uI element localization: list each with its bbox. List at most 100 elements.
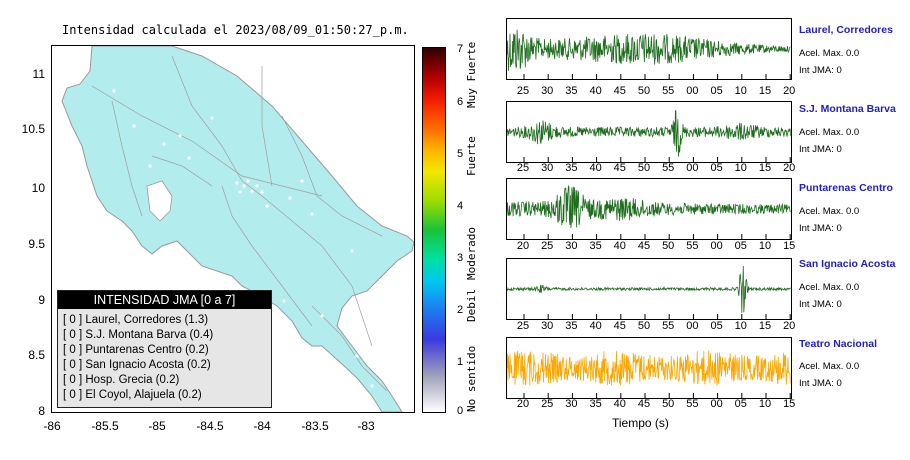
station-name: S.J. Montana Barva (799, 103, 896, 115)
town-marker (320, 314, 324, 318)
time-tick-label: 55 (662, 320, 675, 332)
colorbar-value: 5 (456, 148, 464, 160)
seismogram-panel[interactable] (506, 178, 792, 240)
station-name: San Ignacio Acosta (799, 258, 896, 270)
town-marker (260, 190, 264, 194)
time-tick-label: 05 (710, 320, 723, 332)
station-jma-intensity: Int JMA: 0 (799, 65, 842, 76)
time-tick-label: 35 (565, 162, 578, 174)
station-name: Puntarenas Centro (799, 182, 893, 194)
town-marker (112, 89, 116, 93)
time-tick-label: 40 (589, 162, 602, 174)
town-marker (162, 142, 166, 146)
town-marker (310, 212, 314, 216)
road-line (221, 185, 313, 327)
station-jma-intensity: Int JMA: 0 (799, 378, 842, 389)
map-ytick: 9.5 (28, 237, 45, 251)
station-max-accel: Acel. Max. 0.0 (799, 361, 860, 372)
town-marker (178, 134, 182, 138)
town-marker (238, 190, 242, 194)
town-marker (370, 384, 374, 388)
town-marker (288, 196, 292, 200)
map-ytick: 8 (38, 404, 45, 418)
seismogram-panel[interactable] (506, 258, 792, 320)
map-xtick: -84.5 (196, 419, 224, 433)
time-tick-label: 45 (613, 162, 626, 174)
station-max-accel: Acel. Max. 0.0 (799, 127, 860, 138)
map-ytick: 10 (31, 181, 45, 195)
time-tick-label: 55 (662, 162, 675, 174)
time-tick-label: 30 (565, 240, 578, 252)
time-tick-label: 30 (565, 398, 578, 410)
time-tick-label: 00 (710, 240, 723, 252)
map-xtick: -85 (148, 419, 166, 433)
town-marker (282, 299, 286, 303)
station-jma-intensity: Int JMA: 0 (799, 299, 842, 310)
station-max-accel: Acel. Max. 0.0 (799, 282, 860, 293)
time-tick-label: 45 (637, 398, 651, 410)
waveform-line (507, 29, 791, 71)
time-tick-label: 20 (783, 320, 796, 332)
time-tick-label: 00 (710, 398, 723, 410)
town-markers (112, 89, 374, 388)
time-tick-label: 20 (783, 85, 796, 97)
town-marker (265, 204, 269, 208)
time-tick-label: 35 (589, 240, 602, 252)
colorbar-label-moderado: Moderado (465, 227, 478, 280)
map-xtick: -85.5 (91, 419, 119, 433)
time-tick-label: 40 (613, 240, 626, 252)
time-tick-label: 20 (516, 398, 530, 410)
time-tick-label: 15 (758, 320, 772, 332)
time-tick-label: 20 (783, 162, 796, 174)
costa-rica-map-svg (61, 46, 414, 412)
time-tick-label: 55 (686, 240, 699, 252)
map-ytick: 10.5 (21, 122, 45, 136)
road-line (91, 85, 323, 197)
map-xtick: -86 (43, 419, 61, 433)
map-xtick: -83 (357, 419, 375, 433)
time-tick-label: 35 (589, 398, 602, 410)
nicoya-gulf-water (146, 180, 173, 222)
seismogram-panel[interactable] (506, 18, 792, 80)
legend-row: [ 0 ] San Ignacio Acosta (0.2) (63, 359, 211, 371)
town-marker (210, 116, 214, 120)
colorbar-value: 0 (456, 405, 464, 417)
town-marker (250, 189, 254, 193)
road-network (91, 55, 388, 392)
colorbar-label-fuerte: Fuerte (465, 136, 478, 176)
time-tick-label: 00 (686, 162, 699, 174)
time-tick-label: 05 (734, 240, 747, 252)
colorbar-label-muy-fuerte: Muy Fuerte (465, 41, 478, 108)
station-jma-intensity: Int JMA: 0 (799, 144, 842, 155)
time-tick-label: 15 (758, 85, 772, 97)
time-tick-label: 05 (734, 398, 747, 410)
colorbar-label-debil: Debil (465, 288, 478, 322)
time-tick-label: 40 (613, 398, 626, 410)
time-tick-label: 00 (686, 85, 699, 97)
colorbar-label-no-sentido: No sentido (465, 345, 478, 412)
seismogram-waveform (507, 109, 791, 162)
time-tick-label: 25 (516, 162, 530, 174)
legend-row: [ 0 ] Laurel, Corredores (1.3) (63, 314, 209, 326)
time-axis-label: Tiempo (s) (612, 416, 669, 430)
town-marker (148, 164, 152, 168)
time-tick-label: 15 (758, 162, 772, 174)
time-tick-label: 50 (637, 162, 651, 174)
station-max-accel: Acel. Max. 0.0 (799, 48, 860, 59)
town-marker (187, 156, 191, 160)
colorbar-value: 7 (456, 43, 464, 55)
time-tick-label: 40 (589, 320, 602, 332)
time-tick-label: 10 (734, 320, 747, 332)
time-tick-label: 15 (783, 240, 796, 252)
time-tick-label: 25 (516, 85, 530, 97)
time-tick-label: 55 (662, 85, 675, 97)
legend-row: [ 0 ] Hosp. Grecia (0.2) (63, 374, 180, 386)
legend-header: INTENSIDAD JMA [0 a 7] (58, 291, 271, 309)
town-marker (350, 249, 354, 253)
time-tick-label: 30 (541, 320, 554, 332)
map-title: Intensidad calculada el 2023/08/09_01:50… (62, 23, 409, 37)
time-tick-label: 10 (758, 398, 772, 410)
time-tick-label: 25 (541, 240, 554, 252)
seismogram-panel[interactable] (506, 101, 792, 163)
seismogram-panel[interactable] (506, 337, 792, 399)
